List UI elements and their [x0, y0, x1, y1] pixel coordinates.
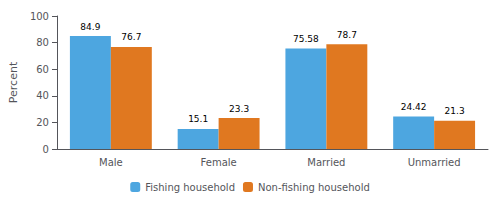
svg-text:Female: Female — [201, 157, 237, 168]
svg-text:78.7: 78.7 — [337, 30, 357, 40]
svg-text:80: 80 — [36, 37, 49, 48]
svg-text:40: 40 — [36, 90, 49, 101]
svg-text:Non-fishing household: Non-fishing household — [258, 182, 370, 193]
svg-text:Male: Male — [99, 157, 123, 168]
svg-text:Unmarried: Unmarried — [408, 157, 461, 168]
svg-text:Married: Married — [307, 157, 345, 168]
svg-text:23.3: 23.3 — [229, 104, 249, 114]
svg-text:100: 100 — [30, 11, 49, 22]
svg-text:84.9: 84.9 — [80, 22, 100, 32]
svg-text:Fishing household: Fishing household — [145, 182, 235, 193]
svg-text:21.3: 21.3 — [445, 106, 465, 116]
svg-text:20: 20 — [36, 117, 49, 128]
svg-text:76.7: 76.7 — [121, 32, 141, 42]
svg-text:60: 60 — [36, 64, 49, 75]
svg-text:0: 0 — [43, 144, 49, 155]
svg-text:15.1: 15.1 — [188, 114, 208, 124]
svg-text:75.58: 75.58 — [293, 34, 319, 44]
svg-text:24.42: 24.42 — [401, 102, 427, 112]
svg-text:Percent: Percent — [7, 61, 20, 103]
